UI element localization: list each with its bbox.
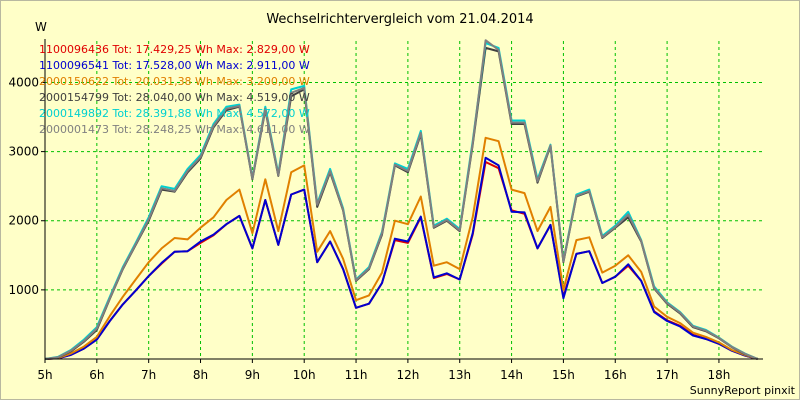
x-tick-label: 14h: [500, 368, 523, 382]
x-tick-label: 12h: [396, 368, 419, 382]
x-tick-label: 8h: [193, 368, 208, 382]
legend-entry-2: 1100096541 Tot: 17.528,00 Wh Max: 2.911,…: [39, 59, 310, 72]
legend: 1100096436 Tot: 17.429,25 Wh Max: 2.829,…: [39, 43, 310, 136]
series-line-3: [44, 136, 759, 360]
legend-entry-4: 2000154799 Tot: 28.040,00 Wh Max: 4.519,…: [39, 91, 310, 104]
x-tick-label: 11h: [345, 368, 368, 382]
y-tick-label: 1000: [8, 283, 39, 297]
series-line-6: [44, 39, 759, 360]
x-tick-label: 16h: [604, 368, 627, 382]
chart-title: Wechselrichtervergleich vom 21.04.2014: [266, 12, 533, 27]
legend-entry-6: 2000001473 Tot: 28.248,25 Wh Max: 4.611,…: [39, 123, 310, 136]
tick-labels: 5h 6h 7h 8h 9h 10h 11h 12h 13h 14h 15h 16h 17h 18h 100…: [8, 75, 730, 382]
x-tick-label: 7h: [141, 368, 156, 382]
series-layer: [44, 39, 759, 360]
x-tick-label: 9h: [245, 368, 260, 382]
x-tick-label: 6h: [89, 368, 104, 382]
x-tick-label: 10h: [293, 368, 316, 382]
credit-label: SunnyReport pinxit: [690, 384, 796, 397]
x-tick-label: 17h: [656, 368, 679, 382]
x-tick-label: 15h: [552, 368, 575, 382]
legend-entry-1: 1100096436 Tot: 17.429,25 Wh Max: 2.829,…: [39, 43, 310, 56]
y-axis-label: W: [35, 20, 47, 34]
legend-entry-3: 2000150622 Tot: 20.031,38 Wh Max: 3.200,…: [39, 75, 310, 88]
legend-entry-5: 2000149892 Tot: 28.391,88 Wh Max: 4.572,…: [39, 107, 310, 120]
plot-area: [45, 41, 763, 359]
axes: [44, 39, 763, 360]
x-tick-label: 5h: [37, 368, 52, 382]
series-line-2: [44, 156, 759, 360]
x-tick-label: 18h: [707, 368, 730, 382]
y-tick-label: 3000: [8, 145, 39, 159]
x-tick-label: 13h: [448, 368, 471, 382]
y-tick-label: 2000: [8, 214, 39, 228]
y-tick-label: 4000: [8, 75, 39, 89]
